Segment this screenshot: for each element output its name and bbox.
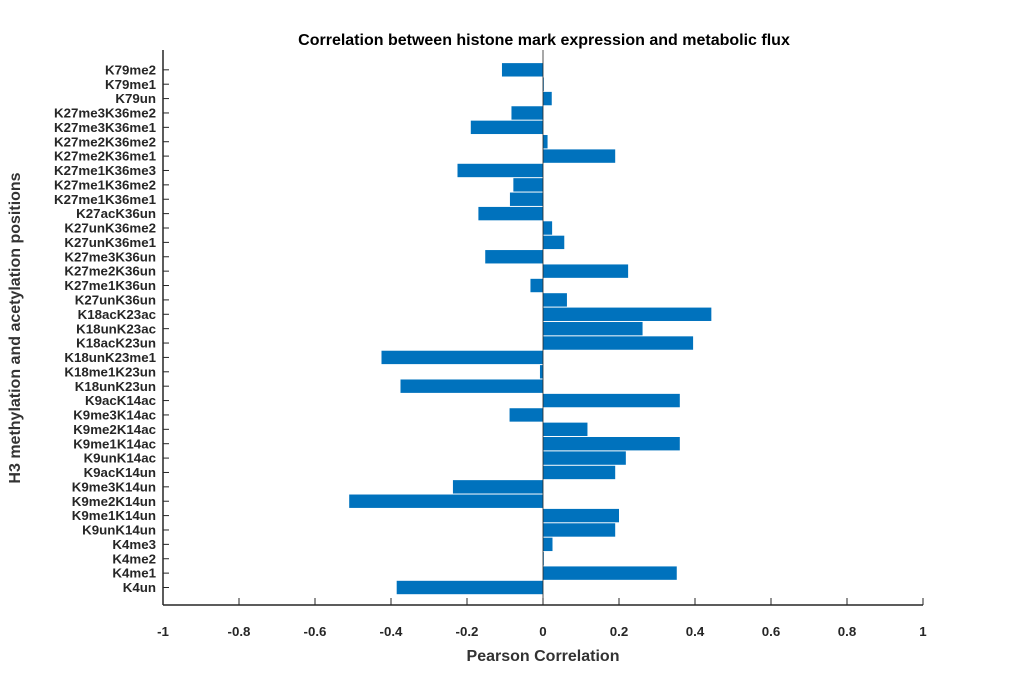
bar-K27acK36un (478, 206, 543, 221)
bar-K4un (396, 580, 543, 595)
y-tick-label: K27me1K36me3 (54, 163, 156, 178)
bar-K27me2K36me2 (543, 135, 548, 149)
y-tick-label: K27me3K36me2 (54, 106, 156, 121)
bar-K9me2K14ac (543, 422, 588, 437)
bar-K9me3K14ac (509, 408, 543, 422)
bars-group (349, 63, 712, 595)
bar-K27me2K36me1 (543, 149, 616, 163)
y-tick-label: K9unK14un (82, 523, 156, 538)
x-tick-label: 0.6 (762, 624, 781, 639)
y-tick-label: K9me1K14un (72, 508, 156, 523)
bar-K27unK36me2 (543, 221, 553, 235)
x-tick-label: 1 (919, 624, 927, 639)
y-tick-label: K9me2K14ac (73, 422, 156, 437)
y-axis-label: H3 methylation and acetylation positions (7, 172, 24, 483)
y-tick-label: K27unK36me2 (64, 221, 156, 236)
y-tick-label: K18unK23un (75, 379, 156, 394)
y-tick-labels: K4unK4me1K4me2K4me3K9unK14unK9me1K14unK9… (54, 62, 169, 595)
y-tick-label: K27me1K36un (64, 278, 156, 293)
bar-K9me2K14un (349, 494, 543, 508)
bar-K27me1K36me1 (509, 192, 543, 206)
x-tick-labels: -1 -0.8 -0.6 -0.4 -0.2 0 0.2 0.4 0.6 0.8 1 (157, 598, 927, 639)
bar-K27me3K36me2 (511, 106, 543, 120)
bar-K18acK23ac (543, 307, 712, 321)
y-tick-label: K27me1K36me1 (54, 192, 157, 207)
y-tick-label: K9me1K14ac (73, 436, 156, 451)
y-tick-label: K27me1K36me2 (54, 177, 156, 192)
bar-K18unK23ac (543, 321, 643, 336)
bar-K9acK14un (543, 465, 616, 480)
bar-K18acK23un (543, 336, 694, 350)
bar-K9me3K14un (452, 480, 543, 494)
y-tick-label: K18acK23ac (78, 307, 156, 322)
bar-K18me1K23un (539, 365, 543, 379)
bar-K4me1 (543, 566, 677, 580)
x-tick-label: -1 (157, 624, 169, 639)
bar-K79me2 (501, 63, 543, 77)
bar-K27unK36me1 (543, 235, 565, 250)
x-tick-label: 0.8 (838, 624, 857, 639)
y-tick-label: K9me3K14ac (73, 408, 156, 423)
bar-K27me3K36un (485, 250, 543, 264)
y-tick-label: K18acK23un (76, 336, 156, 351)
bar-K79me1 (543, 77, 544, 91)
bar-K9me1K14un (543, 508, 619, 523)
y-tick-label: K9unK14ac (84, 451, 156, 466)
bar-K79un (543, 91, 552, 106)
y-tick-label: K27me2K36me1 (54, 149, 157, 164)
y-tick-label: K4me2 (112, 551, 156, 566)
y-tick-label: K79me1 (105, 77, 157, 92)
bar-K9acK14ac (543, 393, 680, 408)
x-tick-label: 0 (539, 624, 546, 639)
bar-K18unK23me1 (381, 350, 543, 365)
y-tick-label: K27unK36un (75, 293, 156, 308)
x-tick-label: 0.4 (686, 624, 705, 639)
y-tick-label: K9me2K14un (72, 494, 156, 509)
y-tick-label: K27me2K36un (64, 264, 156, 279)
bar-K9me1K14ac (543, 437, 680, 451)
bar-K18unK23un (400, 379, 543, 393)
chart-title: Correlation between histone mark express… (298, 32, 790, 49)
bar-K27me1K36me3 (457, 163, 543, 178)
y-tick-label: K9acK14ac (85, 393, 156, 408)
bar-K27me1K36me2 (513, 178, 543, 192)
bar-K27unK36un (543, 293, 567, 307)
x-tick-label: -0.2 (456, 624, 479, 639)
y-tick-label: K27unK36me1 (64, 235, 156, 250)
y-tick-label: K9acK14un (84, 465, 156, 480)
bar-K9unK14ac (543, 451, 626, 465)
y-tick-label: K18unK23ac (76, 321, 156, 336)
bar-K9unK14un (543, 523, 616, 537)
bar-K4me2 (543, 552, 544, 566)
bar-K27me1K36un (530, 278, 543, 293)
y-tick-label: K4un (123, 580, 156, 595)
bar-K27me2K36un (543, 264, 629, 278)
x-tick-label: -0.8 (228, 624, 251, 639)
y-tick-label: K4me3 (112, 537, 156, 552)
x-tick-label: 0.2 (610, 624, 629, 639)
y-tick-label: K27me3K36me1 (54, 120, 157, 135)
y-tick-label: K18unK23me1 (64, 350, 156, 365)
y-tick-label: K18me1K23un (64, 364, 156, 379)
y-tick-label: K27me3K36un (64, 249, 156, 264)
x-tick-label: -0.6 (304, 624, 327, 639)
y-tick-label: K4me1 (112, 566, 156, 581)
x-tick-label: -0.4 (380, 624, 404, 639)
y-tick-label: K79me2 (105, 62, 156, 77)
y-tick-label: K79un (115, 91, 156, 106)
y-tick-label: K27me2K36me2 (54, 134, 156, 149)
bar-K27me3K36me1 (470, 120, 543, 135)
x-axis-label: Pearson Correlation (467, 648, 620, 665)
y-tick-label: K9me3K14un (72, 479, 156, 494)
y-tick-label: K27acK36un (76, 206, 156, 221)
bar-K4me3 (543, 537, 553, 552)
